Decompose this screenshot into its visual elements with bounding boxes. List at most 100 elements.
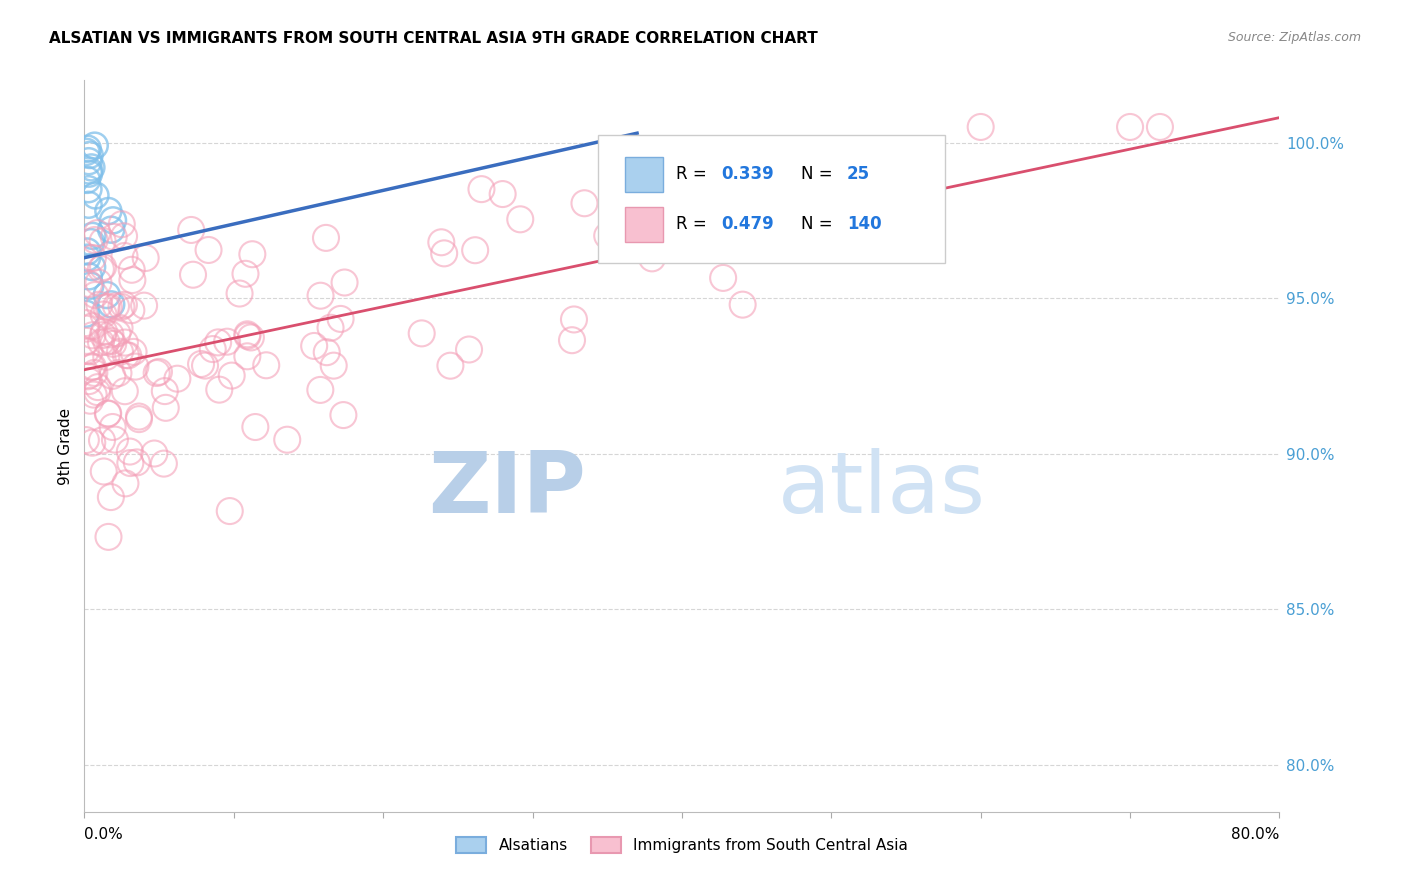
Point: [315, 345, 337, 359]
Point: [110, 300, 132, 314]
Point: [77, 182, 100, 196]
Point: [112, 229, 135, 244]
Point: [77, 277, 100, 291]
Point: [97, 530, 120, 544]
Point: [122, 345, 145, 359]
Point: [76, 244, 98, 259]
Point: [1149, 120, 1171, 134]
Text: N =: N =: [801, 215, 838, 233]
Point: [108, 344, 131, 359]
Point: [302, 339, 325, 353]
Point: [87, 380, 110, 394]
Point: [492, 187, 515, 202]
Point: [82, 228, 104, 243]
Point: [82, 260, 104, 274]
Point: [755, 202, 778, 217]
Point: [166, 372, 188, 386]
Point: [254, 359, 277, 373]
Point: [76, 251, 98, 265]
Point: [80, 360, 103, 375]
Point: [464, 244, 486, 258]
Point: [197, 243, 219, 257]
Text: R =: R =: [676, 165, 711, 183]
Point: [75, 433, 97, 447]
Point: [80, 161, 103, 175]
Point: [845, 235, 868, 249]
Point: [114, 348, 136, 362]
Point: [100, 327, 122, 342]
Point: [201, 342, 224, 356]
Point: [112, 298, 135, 312]
Point: [97, 407, 120, 421]
Point: [879, 199, 901, 213]
Text: 0.339: 0.339: [721, 165, 775, 183]
Text: 25: 25: [846, 165, 870, 183]
Point: [96, 334, 118, 349]
Point: [97, 300, 120, 314]
Point: [207, 335, 229, 350]
Point: [100, 490, 122, 504]
Point: [309, 289, 332, 303]
Point: [711, 271, 734, 285]
Text: ZIP: ZIP: [429, 449, 586, 532]
Point: [143, 446, 166, 460]
Point: [155, 401, 177, 415]
Point: [104, 433, 127, 447]
Point: [411, 326, 433, 341]
Point: [80, 235, 103, 249]
Point: [329, 312, 352, 326]
Point: [75, 316, 97, 330]
Point: [120, 456, 142, 470]
Point: [96, 350, 118, 364]
Point: [561, 333, 583, 347]
Point: [114, 249, 136, 263]
Legend: Alsatians, Immigrants from South Central Asia: Alsatians, Immigrants from South Central…: [450, 830, 914, 859]
Point: [114, 384, 136, 399]
Point: [101, 213, 124, 227]
Point: [221, 368, 243, 383]
Point: [731, 298, 754, 312]
Point: [430, 235, 453, 250]
Point: [93, 308, 115, 322]
Point: [180, 223, 202, 237]
Point: [181, 268, 204, 282]
Point: [114, 476, 136, 491]
Point: [820, 195, 842, 210]
Point: [245, 420, 267, 434]
Point: [153, 384, 176, 398]
Point: [117, 348, 139, 362]
Point: [111, 217, 134, 231]
Point: [208, 383, 231, 397]
Point: [107, 326, 129, 341]
Point: [101, 420, 124, 434]
Point: [87, 276, 110, 290]
Point: [96, 301, 118, 315]
Point: [217, 334, 239, 349]
Point: [77, 269, 100, 284]
Point: [83, 138, 105, 153]
Point: [235, 267, 257, 281]
Point: [319, 320, 342, 334]
Point: [574, 196, 596, 211]
Point: [83, 366, 105, 380]
Point: [105, 299, 128, 313]
Text: Source: ZipAtlas.com: Source: ZipAtlas.com: [1227, 31, 1361, 45]
Point: [83, 387, 105, 401]
Point: [135, 251, 157, 265]
Point: [91, 328, 114, 343]
Point: [458, 343, 481, 357]
Bar: [624, 207, 662, 242]
Text: 140: 140: [846, 215, 882, 233]
Point: [97, 407, 120, 421]
Point: [79, 148, 101, 162]
Point: [79, 393, 101, 408]
Text: 80.0%: 80.0%: [1232, 827, 1279, 842]
Point: [309, 383, 332, 397]
Point: [132, 299, 155, 313]
Point: [236, 349, 259, 363]
Point: [76, 369, 98, 384]
Point: [596, 228, 619, 243]
Point: [96, 288, 118, 302]
Point: [148, 365, 170, 379]
Point: [333, 276, 356, 290]
